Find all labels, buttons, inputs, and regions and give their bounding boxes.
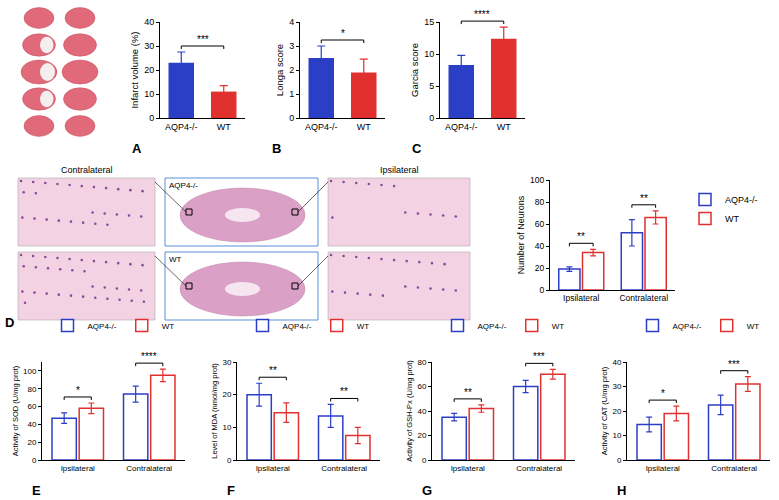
- svg-text:AQP4-/-: AQP4-/-: [283, 322, 312, 331]
- svg-text:0: 0: [617, 456, 622, 465]
- svg-text:D: D: [5, 315, 14, 330]
- svg-text:40: 40: [27, 420, 36, 429]
- svg-text:*: *: [76, 385, 80, 396]
- svg-text:WT: WT: [357, 122, 371, 132]
- svg-text:10: 10: [612, 431, 621, 440]
- svg-text:WT: WT: [747, 322, 760, 331]
- svg-text:WT: WT: [357, 322, 370, 331]
- svg-text:2: 2: [289, 65, 294, 75]
- svg-text:20: 20: [27, 438, 36, 447]
- svg-text:AQP4-/-: AQP4-/-: [88, 322, 117, 331]
- svg-text:B: B: [272, 141, 281, 156]
- svg-text:C: C: [412, 141, 422, 156]
- svg-text:40: 40: [417, 407, 426, 416]
- svg-text:**: **: [340, 386, 348, 397]
- svg-text:60: 60: [417, 382, 426, 391]
- svg-text:0: 0: [289, 113, 294, 123]
- svg-text:Activity of CAT (U/mg prot): Activity of CAT (U/mg prot): [600, 366, 609, 455]
- svg-text:Activity of GSH-Px (U/mg prot): Activity of GSH-Px (U/mg prot): [405, 360, 414, 462]
- svg-text:0: 0: [32, 456, 37, 465]
- svg-text:10: 10: [424, 49, 434, 59]
- svg-text:60: 60: [27, 402, 36, 411]
- svg-text:40: 40: [612, 358, 621, 367]
- svg-text:AQP4-/-: AQP4-/-: [478, 322, 507, 331]
- svg-text:WT: WT: [552, 322, 565, 331]
- svg-text:**: **: [577, 231, 585, 242]
- svg-text:AQP4-/-: AQP4-/-: [725, 195, 758, 205]
- svg-text:5: 5: [429, 81, 434, 91]
- svg-text:WT: WT: [497, 122, 511, 132]
- svg-text:30: 30: [222, 358, 231, 367]
- svg-text:AQP4-/-: AQP4-/-: [305, 122, 338, 132]
- svg-text:****: ****: [141, 351, 157, 362]
- svg-text:80: 80: [535, 197, 545, 207]
- svg-text:*: *: [661, 388, 665, 399]
- svg-text:40: 40: [535, 241, 545, 251]
- svg-text:**: **: [269, 365, 277, 376]
- svg-text:Ipsilateral: Ipsilateral: [563, 293, 599, 303]
- svg-text:Level of MDA (nmol/mg prot): Level of MDA (nmol/mg prot): [210, 363, 219, 459]
- svg-text:0: 0: [429, 113, 434, 123]
- svg-text:10: 10: [144, 89, 154, 99]
- svg-text:20: 20: [222, 390, 231, 399]
- svg-text:WT: WT: [725, 214, 739, 224]
- svg-text:***: ***: [728, 359, 740, 370]
- svg-text:Contralateral: Contralateral: [61, 165, 113, 175]
- svg-text:40: 40: [144, 17, 154, 27]
- svg-text:60: 60: [535, 219, 545, 229]
- svg-text:AQP4-/-: AQP4-/-: [169, 181, 198, 190]
- svg-text:100: 100: [23, 367, 37, 376]
- svg-text:Ipsilateral: Ipsilateral: [61, 464, 95, 473]
- svg-text:15: 15: [424, 17, 434, 27]
- svg-text:Longa score: Longa score: [274, 44, 285, 96]
- svg-text:A: A: [132, 141, 142, 156]
- svg-text:Garcia score: Garcia score: [409, 43, 420, 97]
- svg-text:Ipsilateral: Ipsilateral: [451, 464, 485, 473]
- svg-text:WT: WT: [169, 255, 182, 264]
- svg-text:AQP4-/-: AQP4-/-: [165, 122, 198, 132]
- svg-text:Number of Neurons: Number of Neurons: [516, 195, 526, 274]
- svg-text:20: 20: [612, 407, 621, 416]
- svg-text:80: 80: [417, 358, 426, 367]
- svg-text:G: G: [422, 483, 432, 498]
- svg-text:0: 0: [227, 456, 232, 465]
- svg-text:Contralateral: Contralateral: [126, 464, 172, 473]
- svg-text:0: 0: [422, 456, 427, 465]
- svg-text:10: 10: [222, 423, 231, 432]
- svg-text:0: 0: [149, 113, 154, 123]
- svg-text:30: 30: [144, 41, 154, 51]
- svg-text:WT: WT: [162, 322, 175, 331]
- svg-text:Ipsilateral: Ipsilateral: [380, 165, 419, 175]
- svg-text:Contralateral: Contralateral: [711, 464, 757, 473]
- svg-text:20: 20: [144, 65, 154, 75]
- svg-text:***: ***: [197, 34, 209, 45]
- svg-text:20: 20: [417, 431, 426, 440]
- svg-text:0: 0: [540, 285, 545, 295]
- svg-text:Contralateral: Contralateral: [619, 293, 668, 303]
- svg-text:Contralateral: Contralateral: [321, 464, 367, 473]
- svg-text:***: ***: [533, 351, 545, 362]
- svg-text:*: *: [341, 28, 345, 39]
- svg-text:AQP4-/-: AQP4-/-: [673, 322, 702, 331]
- svg-text:30: 30: [612, 382, 621, 391]
- svg-text:**: **: [640, 193, 648, 204]
- svg-text:****: ****: [474, 9, 490, 20]
- svg-text:**: **: [464, 387, 472, 398]
- svg-text:100: 100: [530, 175, 544, 185]
- svg-text:Activity of SOD (U/mg prot): Activity of SOD (U/mg prot): [11, 365, 20, 456]
- svg-text:20: 20: [535, 263, 545, 273]
- svg-text:WT: WT: [217, 122, 231, 132]
- svg-text:80: 80: [27, 385, 36, 394]
- svg-text:AQP4-/-: AQP4-/-: [445, 122, 478, 132]
- svg-text:F: F: [227, 483, 235, 498]
- svg-text:Contralateral: Contralateral: [516, 464, 562, 473]
- svg-text:3: 3: [289, 41, 294, 51]
- svg-text:H: H: [617, 483, 626, 498]
- svg-text:1: 1: [289, 89, 294, 99]
- svg-text:E: E: [32, 483, 41, 498]
- svg-text:Ipsilateral: Ipsilateral: [256, 464, 290, 473]
- svg-text:Ipsilateral: Ipsilateral: [646, 464, 680, 473]
- svg-text:Infarct volume (%): Infarct volume (%): [129, 31, 140, 108]
- svg-text:4: 4: [289, 17, 294, 27]
